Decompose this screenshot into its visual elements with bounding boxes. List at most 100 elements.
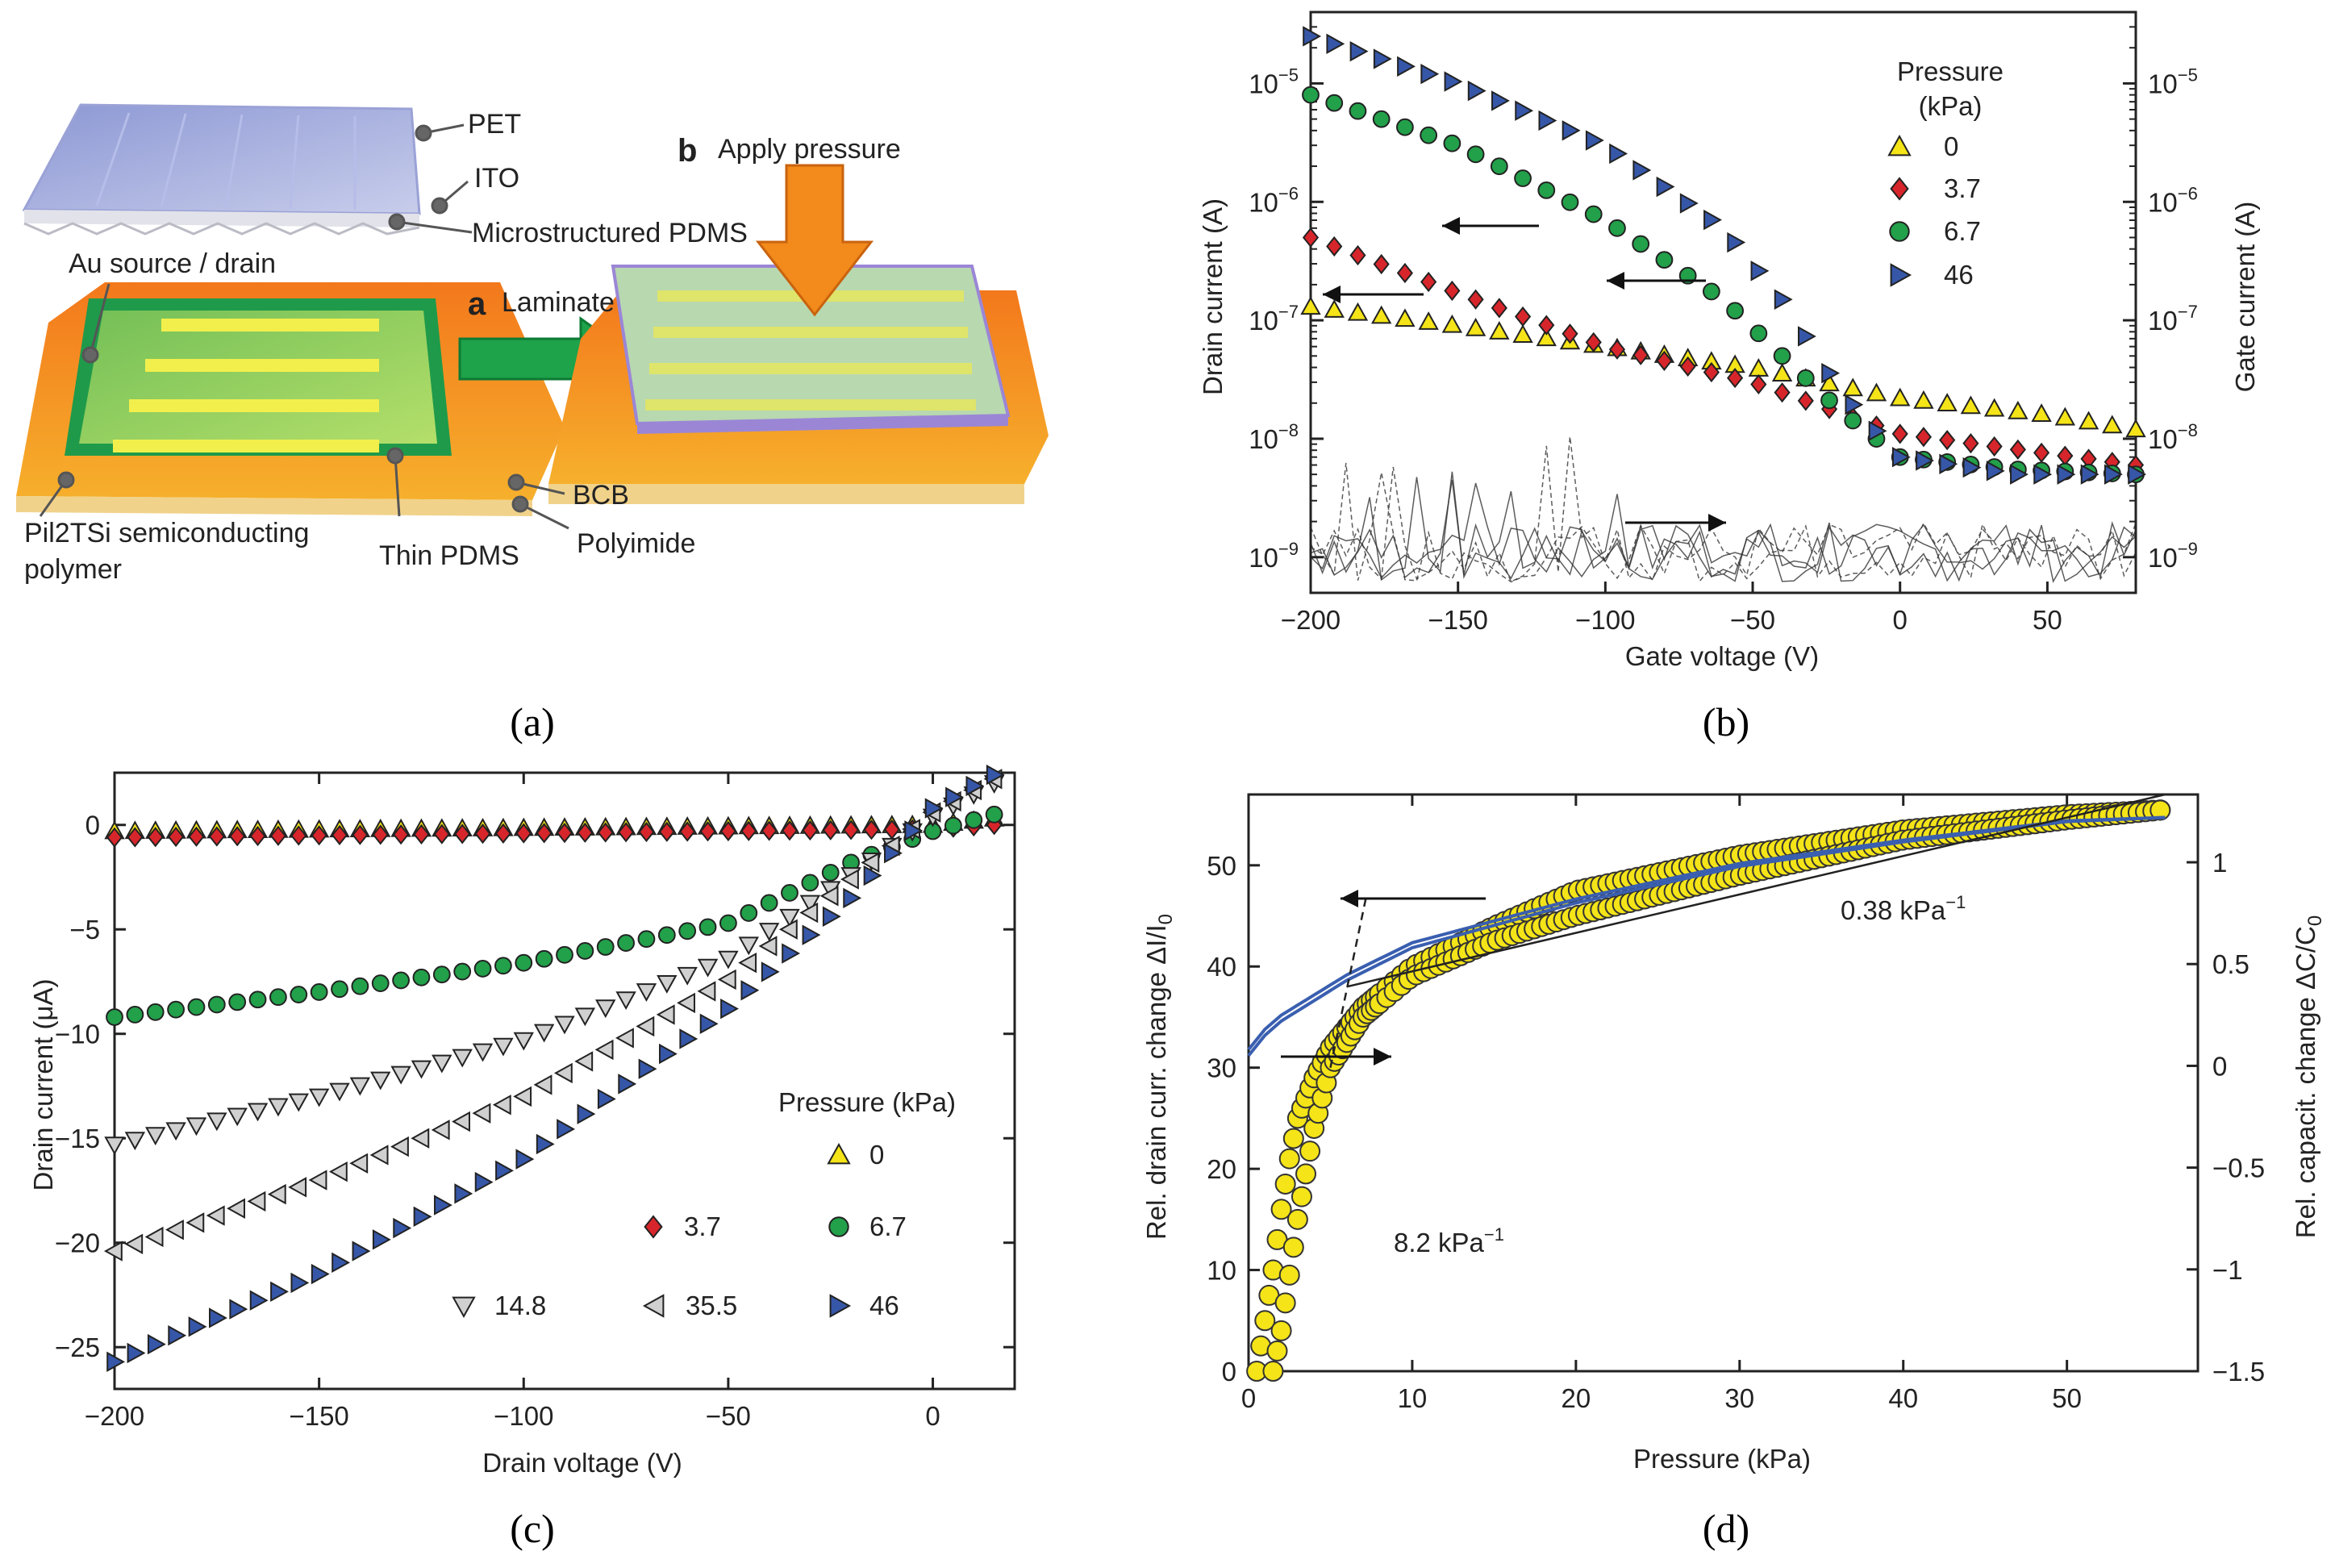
b-point-6.7 [1349,102,1367,120]
c-point-14.8 [288,1093,309,1112]
c-point-35.5 [431,1120,450,1141]
b-point-46 [2033,464,2053,485]
c-point-14.8 [677,966,698,986]
b-gate-current-trace [1310,482,2137,582]
c-point-14.8 [595,999,616,1019]
c-point-46 [434,1195,452,1216]
c-point-46 [822,906,841,927]
c-point-35.5 [308,1170,327,1191]
b-x-tick-label: 50 [2033,605,2062,635]
c-point-35.5 [574,1051,594,1072]
caption-c: (c) [510,1506,555,1551]
d-y-tick-label: 40 [1207,952,1236,982]
c-point-46 [209,1307,227,1328]
c-point-3.7 [577,822,594,843]
d-capacitance-line-2 [1247,815,2166,1051]
d-point-unloading [2149,799,2171,821]
b-point-6.7 [1420,126,1438,144]
c-point-35.5 [636,1015,655,1037]
c-point-6.7 [207,995,226,1014]
b-point-46 [1491,90,1510,111]
c-point-14.8 [308,1088,330,1107]
c-point-3.7 [618,822,635,843]
d-y-axis-label: Rel. drain curr. change ΔI/I0 [1141,914,1177,1240]
d-x-axis-label: Pressure (kPa) [1633,1444,1811,1474]
b-point-0 [2125,419,2146,438]
c-point-35.5 [452,1111,470,1132]
c-point-14.8 [799,895,821,914]
c-point-46 [188,1316,207,1337]
b-point-46 [1467,80,1486,102]
c-point-6.7 [596,938,615,956]
b-point-6.7 [1443,134,1461,152]
c-legend-label-6.7: 6.7 [869,1211,907,1241]
d-annotation-low: 8.2 kPa−1 [1394,1224,1504,1257]
b-point-3.7 [1986,436,2003,457]
b-point-0 [1370,305,1392,324]
c-point-3.7 [822,819,839,840]
c-point-46 [945,786,964,807]
b-x-tick-label: −100 [1575,605,1635,635]
c-point-46 [536,1133,555,1155]
c-point-46 [720,998,739,1020]
c-point-14.8 [227,1107,248,1127]
c-point-46 [331,1252,351,1274]
b-point-0 [2008,400,2029,419]
b-point-46 [1845,394,1864,415]
b-point-46 [1750,261,1770,281]
b-point-6.7 [1773,347,1791,365]
d-x-tick-label: 40 [1888,1383,1918,1413]
b-point-46 [1962,457,1982,478]
b-point-6.7 [1655,251,1674,269]
c-legend-label-35.5: 35.5 [686,1291,737,1320]
b-point-46 [2057,464,2076,485]
panel-b-transfer-chart: −200 −150 −100 −50 0 50 10−9 10−9 10−8 10−8 10−7 10… [1198,10,2260,671]
c-point-3.7 [229,826,246,847]
b-legend-label-46: 46 [1944,260,1974,290]
c-point-3.7 [208,826,225,847]
c-point-6.7 [740,904,758,922]
c-point-6.7 [392,971,410,990]
b-point-6.7 [1466,145,1485,164]
b-point-6.7 [1632,235,1650,253]
c-point-6.7 [637,930,656,949]
b-point-6.7 [1608,219,1626,237]
b-point-3.7 [1491,298,1507,319]
b-point-46 [1632,160,1652,181]
c-point-14.8 [206,1112,227,1132]
c-x-tick-label: −200 [85,1401,144,1431]
b-legend-marker-3.7 [1890,177,1909,201]
c-point-46 [924,798,944,819]
c-legend-marker-14.8 [452,1296,476,1319]
b-point-46 [1515,100,1534,121]
c-y-tick-label: −5 [69,915,100,945]
c-point-14.8 [779,908,800,928]
b-point-3.7 [1797,390,1814,411]
b-point-6.7 [1514,169,1532,187]
c-point-46 [699,1013,719,1034]
b-point-3.7 [2033,442,2050,463]
b-point-46 [1986,461,2005,482]
c-point-14.8 [615,991,636,1011]
c-point-46 [679,1028,698,1049]
c-point-3.7 [168,826,185,848]
c-point-14.8 [574,1007,596,1027]
c-point-3.7 [494,823,511,844]
c-point-3.7 [781,820,798,841]
label-laminate: Laminate [502,287,615,318]
d-y-tick-label: 10 [1207,1256,1236,1286]
c-point-6.7 [269,988,287,1007]
b-x-tick-label: −200 [1281,605,1341,635]
b-y2-tick-label: 10−6 [2148,183,2198,217]
b-arrow-drain-3 [1323,286,1424,303]
b-point-46 [1609,143,1628,165]
c-point-3.7 [761,820,778,841]
c-point-46 [618,1074,637,1095]
c-point-3.7 [802,819,819,841]
pet-ito-stamp [22,103,421,236]
c-point-3.7 [740,820,757,841]
c-point-14.8 [513,1032,534,1051]
c-point-14.8 [554,1015,575,1035]
b-y-tick-label: 10−8 [1249,420,1299,454]
b-point-3.7 [1538,315,1555,336]
